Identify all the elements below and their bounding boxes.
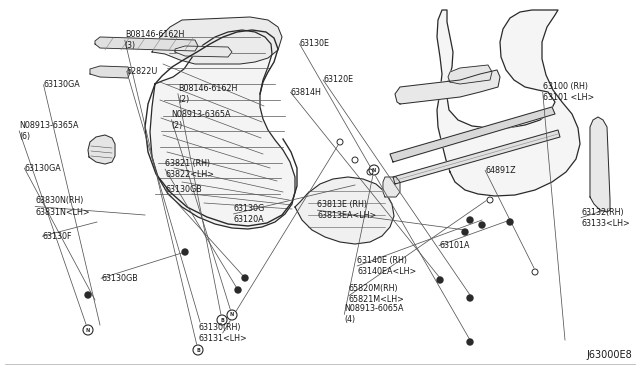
Circle shape — [83, 325, 93, 335]
Polygon shape — [88, 135, 115, 164]
Polygon shape — [295, 177, 394, 244]
Text: 63132(RH)
63133<LH>: 63132(RH) 63133<LH> — [581, 208, 630, 228]
Circle shape — [193, 345, 203, 355]
Circle shape — [479, 222, 485, 228]
Polygon shape — [383, 177, 400, 197]
Circle shape — [487, 197, 493, 203]
Polygon shape — [150, 30, 295, 229]
Text: 62822U: 62822U — [127, 67, 158, 76]
Polygon shape — [390, 107, 555, 162]
Text: 63813E (RH)
63813EA<LH>: 63813E (RH) 63813EA<LH> — [317, 200, 377, 220]
Text: 64891Z: 64891Z — [485, 166, 516, 175]
Text: 63821 (RH)
63822<LH>: 63821 (RH) 63822<LH> — [165, 159, 214, 179]
Circle shape — [437, 277, 443, 283]
Text: 63130GA: 63130GA — [44, 80, 80, 89]
Circle shape — [182, 249, 188, 255]
Circle shape — [467, 295, 473, 301]
Circle shape — [227, 310, 237, 320]
Text: 63130E: 63130E — [300, 39, 330, 48]
Text: 63130GA: 63130GA — [24, 164, 61, 173]
Circle shape — [369, 165, 379, 175]
Text: 63130GB: 63130GB — [165, 185, 202, 194]
Text: N08913-6065A
(4): N08913-6065A (4) — [344, 304, 404, 324]
Circle shape — [85, 292, 91, 298]
Text: 63130GB: 63130GB — [101, 274, 138, 283]
Circle shape — [532, 269, 538, 275]
Text: 63120E: 63120E — [323, 76, 353, 84]
Circle shape — [352, 157, 358, 163]
Text: 65820M(RH)
65821M<LH>: 65820M(RH) 65821M<LH> — [349, 284, 404, 304]
Text: 63100 (RH)
63101 <LH>: 63100 (RH) 63101 <LH> — [543, 82, 594, 102]
Text: 63814H: 63814H — [291, 88, 321, 97]
Circle shape — [462, 229, 468, 235]
Polygon shape — [393, 130, 560, 184]
Text: 63830N(RH)
63831N<LH>: 63830N(RH) 63831N<LH> — [35, 196, 90, 217]
Polygon shape — [175, 46, 232, 57]
Text: N08913-6365A
(6): N08913-6365A (6) — [19, 121, 79, 141]
Circle shape — [507, 219, 513, 225]
Text: N: N — [86, 327, 90, 333]
Circle shape — [467, 217, 473, 223]
Text: 63140E (RH)
63140EA<LH>: 63140E (RH) 63140EA<LH> — [357, 256, 417, 276]
Circle shape — [235, 287, 241, 293]
Polygon shape — [448, 65, 492, 84]
Text: 63130(RH)
63131<LH>: 63130(RH) 63131<LH> — [198, 323, 247, 343]
Text: 63130F: 63130F — [42, 232, 72, 241]
Polygon shape — [590, 117, 610, 212]
Polygon shape — [90, 66, 130, 78]
Polygon shape — [395, 70, 500, 104]
Text: 63130G
63120A: 63130G 63120A — [234, 204, 265, 224]
Text: N08913-6365A
(2): N08913-6365A (2) — [172, 110, 231, 130]
Text: N: N — [230, 312, 234, 317]
Text: B08146-6162H
(2): B08146-6162H (2) — [178, 84, 237, 104]
Circle shape — [217, 315, 227, 325]
Text: N: N — [372, 167, 376, 173]
Text: B08146-6162H
(3): B08146-6162H (3) — [125, 30, 184, 50]
Circle shape — [467, 339, 473, 345]
Text: 63101A: 63101A — [439, 241, 470, 250]
Circle shape — [367, 169, 373, 175]
Text: B: B — [220, 317, 224, 323]
Circle shape — [242, 275, 248, 281]
Polygon shape — [95, 37, 198, 51]
Text: J63000E8: J63000E8 — [586, 350, 632, 360]
Circle shape — [337, 139, 343, 145]
Polygon shape — [437, 10, 580, 196]
Text: B: B — [196, 347, 200, 353]
Polygon shape — [152, 17, 282, 64]
